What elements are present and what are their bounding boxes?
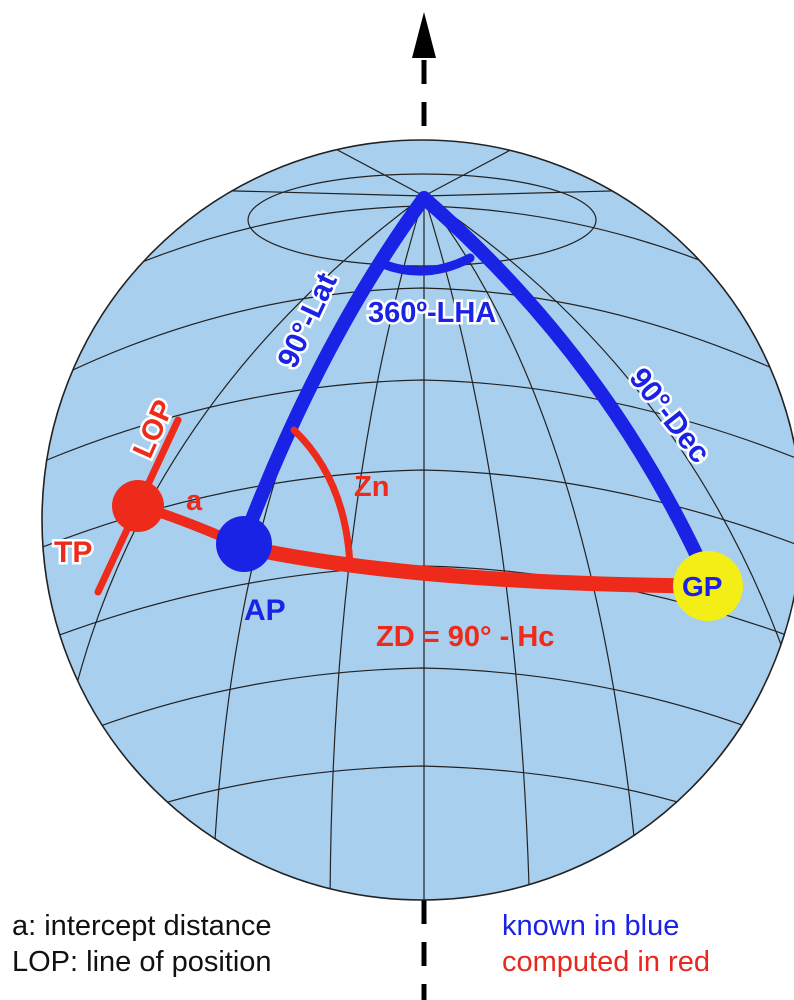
legend-computed: computed in red — [502, 946, 710, 978]
label-lha: 360º-LHA — [368, 297, 496, 329]
label-a: a — [186, 485, 203, 517]
codeclination-arc — [417, 191, 717, 591]
zenith-distance-arc — [240, 540, 718, 594]
colatitude-arc — [237, 191, 431, 547]
gp-point — [673, 551, 743, 621]
legend-known: known in blue — [502, 910, 680, 942]
tp-point — [112, 480, 164, 532]
label-tp: TP — [54, 536, 92, 569]
ap-point — [216, 516, 272, 572]
polar-axis — [412, 12, 436, 1000]
legend-intercept: a: intercept distance — [12, 910, 272, 942]
azimuth-angle-arc — [290, 426, 354, 570]
lha-angle-arc — [373, 253, 475, 276]
label-zn: Zn — [354, 471, 389, 503]
known-triangle — [237, 191, 717, 591]
label-zd: ZD = 90° - Hc — [376, 621, 554, 653]
legend-lop: LOP: line of position — [12, 946, 272, 978]
legend-right: known in blue computed in red — [502, 908, 710, 980]
graticule — [42, 140, 794, 900]
sphere — [41, 139, 794, 901]
label-ap: AP — [244, 594, 286, 627]
north-arrow-icon — [412, 12, 436, 58]
legend-left: a: intercept distance LOP: line of posit… — [12, 908, 272, 980]
label-gp: GP — [682, 571, 722, 602]
